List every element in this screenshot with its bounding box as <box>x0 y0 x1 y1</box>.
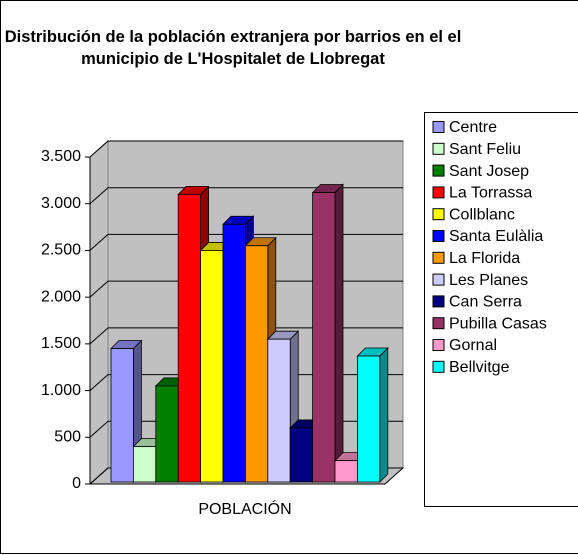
bar-front <box>244 245 269 483</box>
bar-front <box>177 193 201 483</box>
y-tick-label: 3.000 <box>41 195 81 212</box>
legend-swatch <box>432 295 445 308</box>
grid-line <box>89 280 403 298</box>
legend-swatch <box>432 339 445 351</box>
bar <box>356 347 389 483</box>
legend-label: Centre <box>449 119 497 136</box>
y-tick-label: 2.500 <box>41 242 81 259</box>
bar-front <box>132 446 157 483</box>
legend-swatch <box>432 142 445 155</box>
legend-swatch <box>432 208 445 221</box>
legend-swatch <box>432 273 445 286</box>
bar-front <box>312 192 336 483</box>
bar <box>110 339 143 483</box>
legend-label: Can Serra <box>449 294 522 311</box>
legend-label: La Florida <box>449 250 520 267</box>
y-tick-label: 1.500 <box>41 335 81 352</box>
legend-label: Sant Josep <box>449 163 529 180</box>
y-tick-label: 3.500 <box>41 148 81 165</box>
bar-front <box>155 385 179 483</box>
bar-front <box>110 348 134 483</box>
grid-line <box>89 187 403 205</box>
side-wall <box>89 139 109 486</box>
legend-label: Collblanc <box>449 206 515 223</box>
legend-swatch <box>432 186 445 199</box>
legend-swatch <box>432 121 445 133</box>
legend-swatch <box>432 251 445 264</box>
legend-swatch <box>432 230 445 242</box>
legend-label: Santa Eulàlia <box>449 228 543 245</box>
bar <box>311 183 344 483</box>
y-tick-label: 500 <box>54 429 81 446</box>
legend-label: Les Planes <box>449 272 528 289</box>
y-tick-label: 1.000 <box>41 382 81 399</box>
legend-swatch <box>432 360 445 373</box>
legend-label: La Torrassa <box>449 185 532 202</box>
bar-front <box>267 338 291 483</box>
bar-front <box>222 223 246 483</box>
legend-label: Gornal <box>449 337 497 354</box>
legend-swatch <box>432 317 445 330</box>
legend-label: Bellvitge <box>449 359 510 376</box>
bar-front <box>289 427 314 483</box>
bar-front <box>200 250 224 483</box>
y-tick-label: 2.000 <box>41 288 81 305</box>
legend-label: Sant Feliu <box>449 141 521 158</box>
chart-title: Distribución de la población extranjera … <box>4 28 462 68</box>
legend-label: Pubilla Casas <box>449 315 547 332</box>
grid-line <box>89 233 403 251</box>
bar-front <box>356 355 381 483</box>
bar-front <box>334 460 358 483</box>
bar-side <box>334 183 344 483</box>
grid-line <box>89 140 403 158</box>
x-tick-label: POBLACIÓN <box>198 499 291 518</box>
grid-line <box>89 374 403 391</box>
legend <box>424 112 578 507</box>
legend-swatch <box>432 164 445 177</box>
bar-side <box>379 347 389 483</box>
y-tick-label: 0 <box>72 475 81 492</box>
grid-line <box>89 327 403 345</box>
